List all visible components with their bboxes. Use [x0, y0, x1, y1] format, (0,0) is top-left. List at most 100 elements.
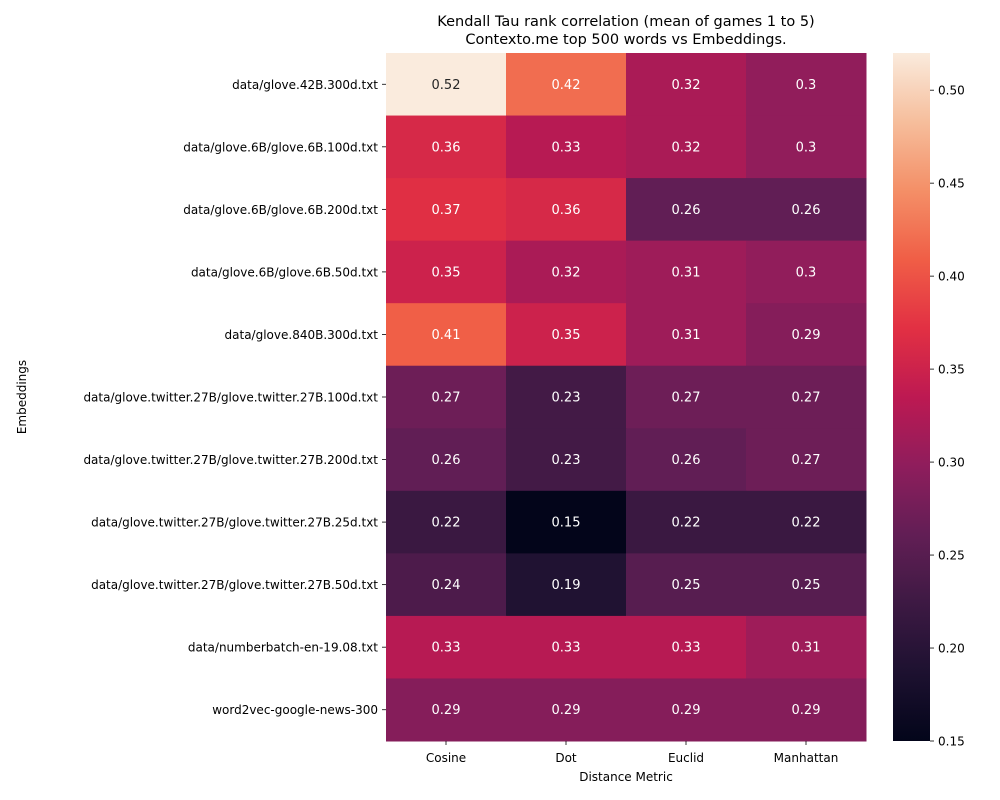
heatmap-cell [746, 240, 867, 304]
cell-value-label: 0.31 [672, 265, 701, 280]
cell-value-label: 0.33 [552, 641, 581, 656]
chart-title: Kendall Tau rank correlation (mean of ga… [437, 14, 814, 48]
cell-value-label: 0.32 [552, 265, 581, 280]
y-tick-label: data/glove.840B.300d.txt [225, 328, 379, 342]
cell-value-label: 0.35 [432, 265, 461, 280]
cell-value-label: 0.31 [792, 641, 821, 656]
colorbar-tick-label: 0.20 [938, 642, 965, 656]
heatmap-cell [506, 303, 627, 367]
x-axis-label: Distance Metric [579, 770, 673, 784]
heatmap-cell [506, 178, 627, 242]
cell-value-label: 0.19 [552, 578, 581, 593]
heatmap-cell [386, 53, 507, 117]
heatmap-cell [506, 553, 627, 617]
cell-value-label: 0.23 [552, 391, 581, 406]
heatmap-cell [746, 178, 867, 242]
colorbar-tick-label: 0.45 [938, 177, 965, 191]
y-tick-label: data/glove.twitter.27B/glove.twitter.27B… [91, 516, 378, 530]
y-tick-label: data/numberbatch-en-19.08.txt [188, 641, 378, 655]
y-tick-label: data/glove.6B/glove.6B.200d.txt [183, 203, 378, 217]
chart-title-line-1: Kendall Tau rank correlation (mean of ga… [437, 14, 814, 30]
heatmap-cell [626, 365, 747, 429]
heatmap-cell [746, 115, 867, 179]
y-tick-label: data/glove.twitter.27B/glove.twitter.27B… [91, 578, 378, 592]
y-tick-label: data/glove.twitter.27B/glove.twitter.27B… [83, 453, 378, 467]
heatmap-cell [386, 303, 507, 367]
cell-value-label: 0.33 [552, 140, 581, 155]
heatmap-cell-labels: 0.52 0.42 0.32 0.3 0.36 0.33 0.32 0.3 0.37 0.36 0.… [432, 78, 821, 718]
cell-value-label: 0.22 [432, 516, 461, 531]
heatmap-cell [746, 53, 867, 117]
cell-value-label: 0.26 [432, 453, 461, 468]
y-tick-label: data/glove.twitter.27B/glove.twitter.27B… [83, 391, 378, 405]
heatmap-cell [386, 178, 507, 242]
cell-value-label: 0.42 [552, 78, 581, 93]
cell-value-label: 0.3 [796, 140, 817, 155]
cell-value-label: 0.26 [792, 203, 821, 218]
cell-value-label: 0.27 [432, 391, 461, 406]
cell-value-label: 0.25 [792, 578, 821, 593]
colorbar-tick-label: 0.30 [938, 456, 965, 470]
cell-value-label: 0.32 [672, 78, 701, 93]
y-tick-label: word2vec-google-news-300 [212, 703, 378, 717]
cell-value-label: 0.41 [432, 328, 461, 343]
cell-value-label: 0.31 [672, 328, 701, 343]
heatmap-cell [626, 678, 747, 742]
heatmap-cell [626, 53, 747, 117]
cell-value-label: 0.23 [552, 453, 581, 468]
colorbar-tick-label: 0.40 [938, 270, 965, 284]
heatmap-cell [506, 240, 627, 304]
heatmap-cell [626, 553, 747, 617]
heatmap-cell [746, 553, 867, 617]
cell-value-label: 0.33 [432, 641, 461, 656]
heatmap-cell [626, 115, 747, 179]
heatmap-cell [746, 428, 867, 492]
cell-value-label: 0.26 [672, 203, 701, 218]
heatmap-cell [386, 678, 507, 742]
cell-value-label: 0.35 [552, 328, 581, 343]
heatmap-cell [386, 428, 507, 492]
cell-value-label: 0.33 [672, 641, 701, 656]
x-tick-label: Cosine [426, 751, 466, 765]
heatmap-cell [386, 615, 507, 679]
x-tick-label: Manhattan [774, 751, 839, 765]
heatmap-cell [386, 115, 507, 179]
x-tick-label: Dot [555, 751, 577, 765]
cell-value-label: 0.52 [432, 78, 461, 93]
cell-value-label: 0.29 [552, 703, 581, 718]
colorbar-tick-label: 0.35 [938, 363, 965, 377]
cell-value-label: 0.29 [792, 328, 821, 343]
colorbar-tick-label: 0.15 [938, 735, 965, 749]
colorbar [893, 53, 930, 741]
cell-value-label: 0.29 [792, 703, 821, 718]
heatmap-cell [506, 490, 627, 554]
cell-value-label: 0.27 [672, 391, 701, 406]
x-tick-labels: Cosine Dot Euclid Manhattan [426, 741, 838, 765]
cell-value-label: 0.22 [792, 516, 821, 531]
heatmap-cell [746, 615, 867, 679]
cell-value-label: 0.36 [552, 203, 581, 218]
cell-value-label: 0.27 [792, 453, 821, 468]
heatmap-cell [626, 615, 747, 679]
cell-value-label: 0.29 [432, 703, 461, 718]
x-tick-label: Euclid [668, 751, 704, 765]
cell-value-label: 0.15 [552, 516, 581, 531]
cell-value-label: 0.3 [796, 78, 817, 93]
heatmap-cell [386, 365, 507, 429]
cell-value-label: 0.26 [672, 453, 701, 468]
heatmap-cell [506, 53, 627, 117]
cell-value-label: 0.3 [796, 265, 817, 280]
cell-value-label: 0.36 [432, 140, 461, 155]
colorbar-tick-label: 0.50 [938, 84, 965, 98]
heatmap-cell [746, 490, 867, 554]
heatmap-cell [746, 678, 867, 742]
y-axis-label: Embeddings [15, 360, 29, 434]
cell-value-label: 0.24 [432, 578, 461, 593]
y-tick-label: data/glove.6B/glove.6B.100d.txt [183, 140, 378, 154]
cell-value-label: 0.25 [672, 578, 701, 593]
y-tick-label: data/glove.42B.300d.txt [232, 78, 378, 92]
cell-value-label: 0.29 [672, 703, 701, 718]
heatmap-cells [386, 53, 867, 742]
colorbar-tick-label: 0.25 [938, 549, 965, 563]
